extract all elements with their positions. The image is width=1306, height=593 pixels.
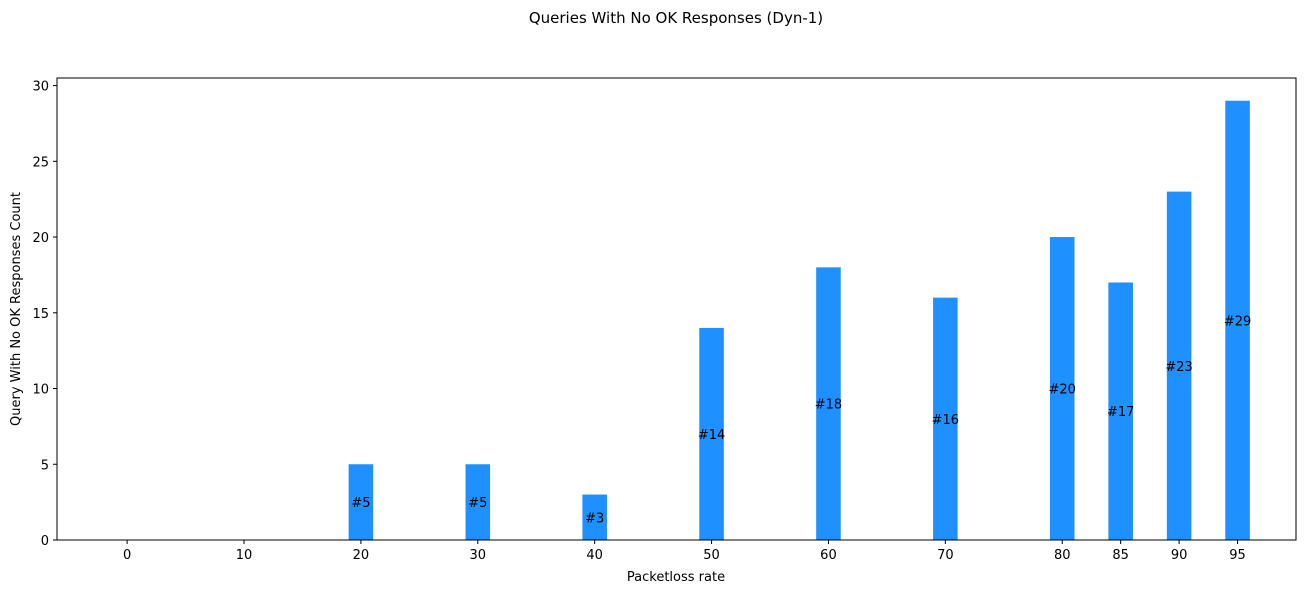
x-tick-label: 50: [703, 548, 720, 563]
y-tick-label: 30: [32, 80, 49, 95]
bar-value-label: #5: [351, 496, 370, 511]
bar-value-label: #23: [1165, 360, 1192, 375]
bar-value-label: #20: [1049, 383, 1076, 398]
bar: [816, 267, 841, 540]
bar-value-label: #29: [1224, 314, 1251, 329]
bar-value-label: #5: [468, 496, 487, 511]
x-axis-label: Packetloss rate: [627, 570, 725, 585]
y-tick-label: 25: [32, 155, 49, 170]
bar-value-label: #16: [932, 413, 959, 428]
x-tick-label: 30: [470, 548, 487, 563]
x-tick-label: 20: [353, 548, 370, 563]
x-tick-label: 40: [586, 548, 603, 563]
x-tick-label: 90: [1171, 548, 1188, 563]
bar: [1225, 100, 1250, 540]
y-tick-label: 5: [41, 458, 49, 473]
bar: [1166, 191, 1192, 540]
x-tick-label: 70: [937, 548, 954, 563]
bar-value-label: #18: [815, 398, 842, 413]
bar: [465, 464, 491, 540]
x-tick-label: 10: [236, 548, 253, 563]
plot-area: #5 #5#3#14#18#16#20#17#23#290 10 20 30 40 50 60…: [32, 77, 1297, 563]
y-tick-label: 0: [41, 534, 49, 549]
y-axis-label: Query With No OK Responses Count: [9, 192, 24, 426]
bar: [1108, 282, 1133, 540]
bar-value-label: #3: [585, 511, 604, 526]
y-tick-label: 20: [32, 231, 49, 246]
chart-title: Queries With No OK Responses (Dyn-1): [529, 9, 823, 27]
axes-frame: [56, 77, 1297, 541]
x-tick-label: 95: [1229, 548, 1246, 563]
bar-value-label: #17: [1107, 405, 1134, 420]
x-tick-label: 85: [1112, 548, 1129, 563]
x-tick-label: 60: [820, 548, 837, 563]
bar-value-label: #14: [698, 428, 725, 443]
x-tick-label: 80: [1054, 548, 1071, 563]
bar: [699, 327, 724, 540]
y-tick-label: 15: [32, 307, 49, 322]
y-tick-label: 10: [32, 383, 49, 398]
x-tick-label: 0: [123, 548, 131, 563]
bar: [933, 297, 958, 540]
bar: [348, 464, 374, 540]
bar: [1049, 237, 1075, 540]
bar: [582, 494, 607, 540]
